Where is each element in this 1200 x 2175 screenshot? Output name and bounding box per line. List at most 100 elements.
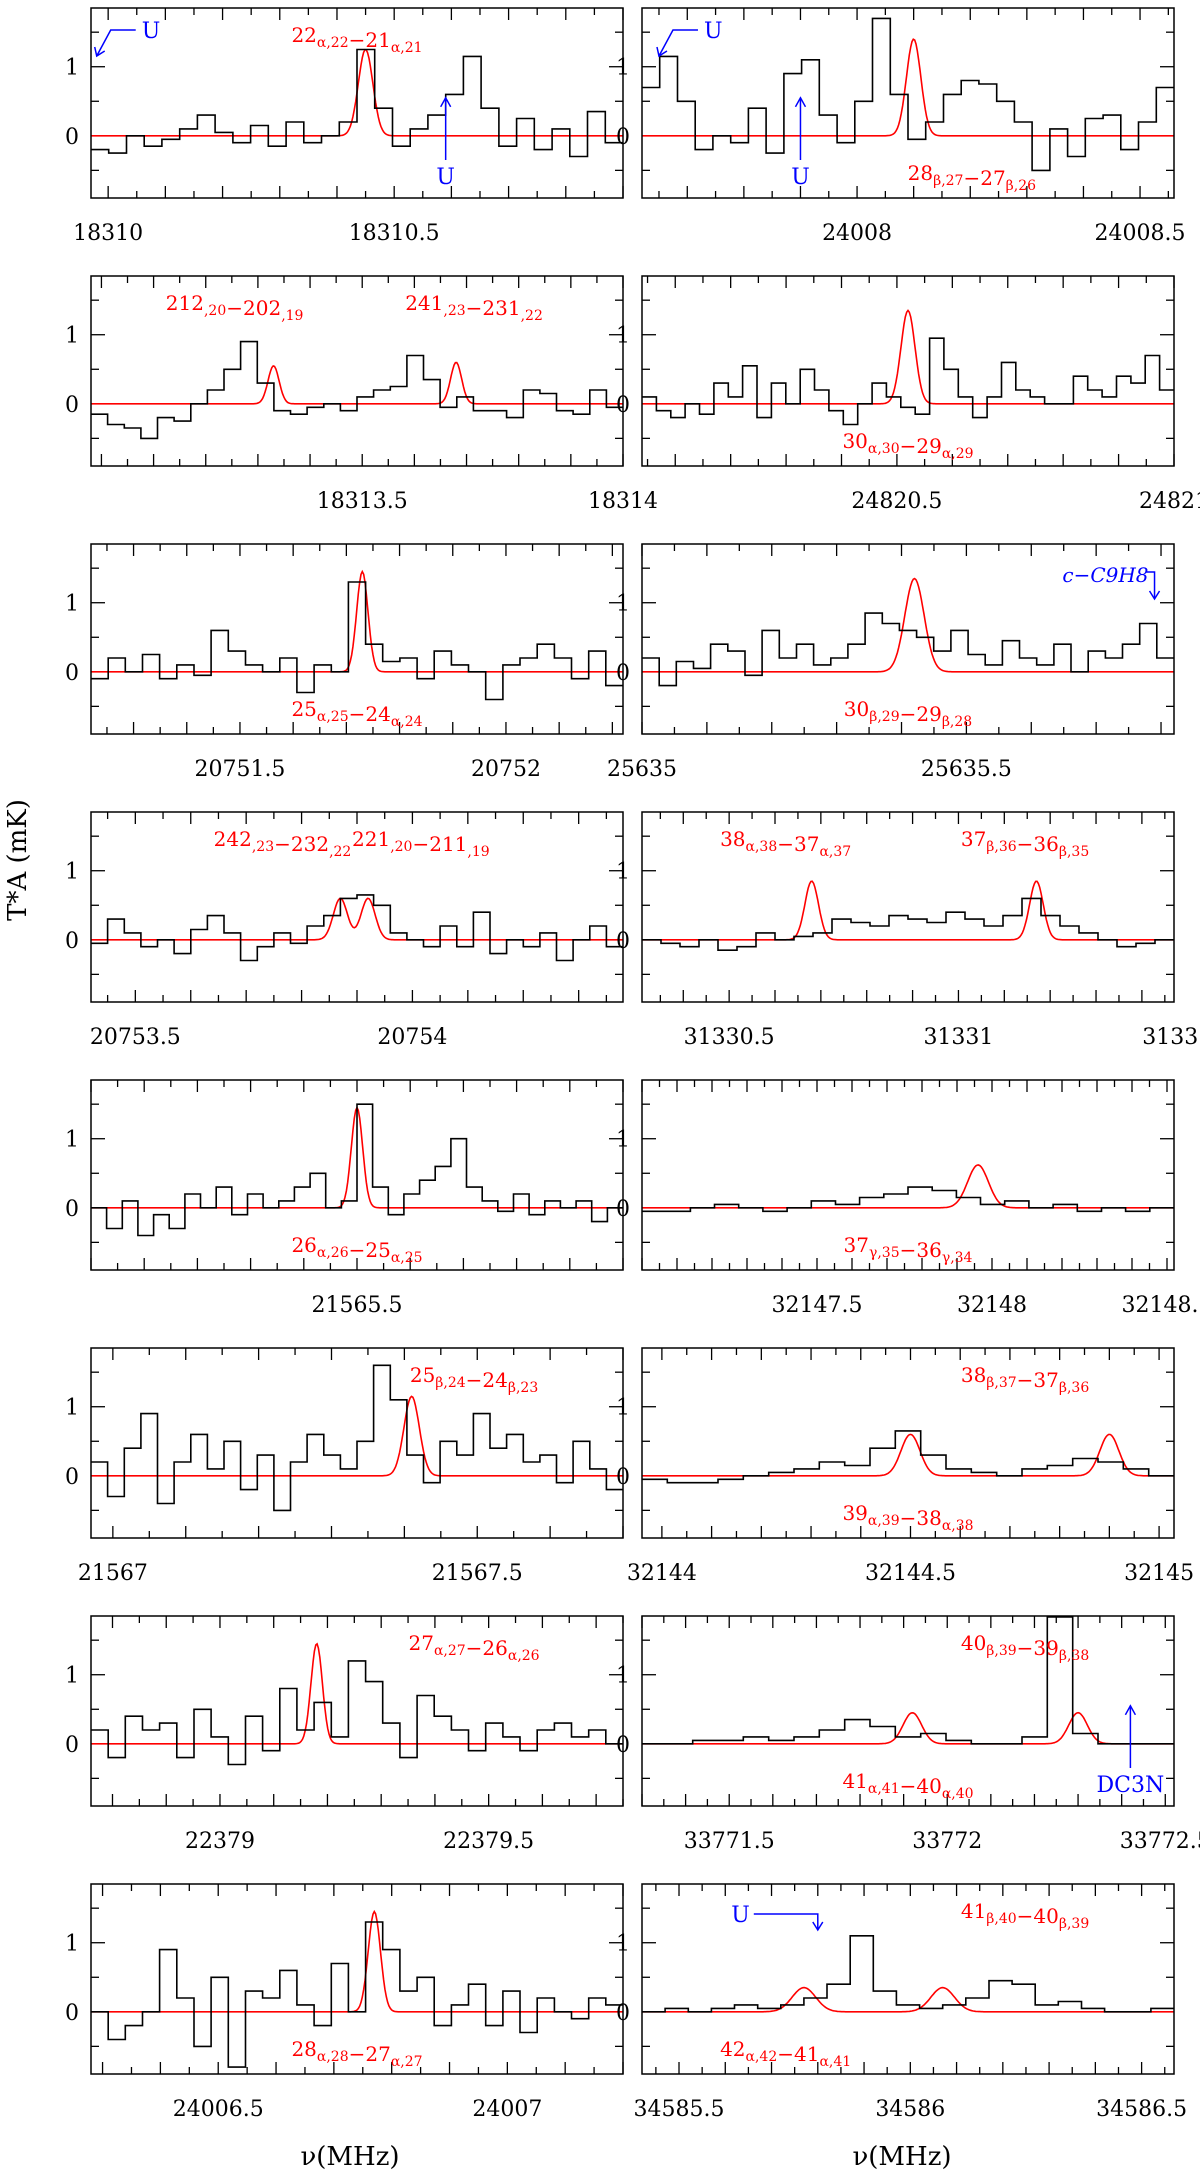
transition-label: 25α,25−24α,24 xyxy=(291,697,422,730)
x-axis-label-right: ν(MHz) xyxy=(852,2142,951,2172)
model-curve xyxy=(642,577,1174,673)
panel-13: 0 1 22379 22379.5 27α,27−26α,26 xyxy=(65,1615,624,1854)
y-tick-label: 0 xyxy=(616,1465,630,1490)
y-tick-label: 0 xyxy=(616,125,630,150)
transition-label: 41α,41−40α,40 xyxy=(842,1769,973,1802)
annotation-arrow xyxy=(658,29,698,57)
x-tick-label: 32144 xyxy=(627,1561,697,1586)
model-curve xyxy=(642,1986,1174,2013)
x-tick-label: 32145 xyxy=(1124,1561,1194,1586)
y-tick-label: 1 xyxy=(65,860,79,885)
y-tick-label: 0 xyxy=(616,2001,630,2026)
y-tick-label: 0 xyxy=(65,1733,79,1758)
spectrum-histogram xyxy=(91,1921,623,2068)
y-tick-label: 0 xyxy=(65,929,79,954)
panel-frame xyxy=(641,1883,1175,2075)
transition-label: 38β,37−37β,36 xyxy=(961,1363,1089,1396)
x-tick-label: 33772.5 xyxy=(1120,1829,1200,1854)
x-tick-label: 24821 xyxy=(1139,489,1200,514)
panel-9: 0 1 21565.5 26α,26−25α,25 xyxy=(65,1079,624,1318)
annotation-label: c−C9H8 xyxy=(1062,563,1148,587)
y-tick-label: 1 xyxy=(65,592,79,617)
panel-frame xyxy=(641,1615,1175,1807)
panel-frame xyxy=(641,275,1175,467)
x-tick-label: 20752 xyxy=(471,757,541,782)
y-axis-label: T*A (mK) xyxy=(3,799,33,921)
x-tick-label: 22379 xyxy=(185,1829,255,1854)
transition-label: 37γ,35−36γ,34 xyxy=(844,1233,973,1266)
y-tick-label: 0 xyxy=(65,125,79,150)
x-tick-label: 32148 xyxy=(957,1293,1027,1318)
y-tick-label: 1 xyxy=(616,1932,630,1957)
panel-frame xyxy=(641,7,1175,199)
panel-frame xyxy=(90,1347,624,1539)
y-tick-label: 1 xyxy=(616,1396,630,1421)
annotation-arrow xyxy=(1146,571,1156,599)
annotation-arrow xyxy=(753,1913,819,1930)
panel-12: 0 1 32144 32144.5 32145 38β,37−37β,36 39α,39−3… xyxy=(616,1347,1194,1586)
model-curve xyxy=(642,1711,1174,1745)
panel-1: 0 1 18310 18310.5 22α,22−21α,21 U U xyxy=(65,7,624,246)
annotation-label: U xyxy=(731,1903,750,1928)
x-tick-label: 21565.5 xyxy=(312,1293,403,1318)
model-curve xyxy=(91,1395,623,1477)
x-tick-label: 24007 xyxy=(472,2097,542,2122)
spectrum-histogram xyxy=(91,1103,623,1237)
transition-label: 41β,40−40β,39 xyxy=(961,1899,1089,1932)
panel-frame xyxy=(90,811,624,1003)
y-tick-label: 0 xyxy=(616,1197,630,1222)
transition-label: 27α,27−26α,26 xyxy=(408,1631,539,1664)
y-tick-label: 0 xyxy=(616,661,630,686)
annotation-label: U xyxy=(142,19,161,44)
panel-10: 0 1 32147.5 32148 32148.5 37γ,35−36γ,34 xyxy=(616,1079,1200,1318)
y-tick-label: 0 xyxy=(65,393,79,418)
x-tick-label: 20751.5 xyxy=(194,757,285,782)
arrow-head xyxy=(812,1921,824,1932)
spectrum-histogram xyxy=(91,581,623,701)
panel-frame xyxy=(90,275,624,467)
panel-5: 0 1 20751.5 20752 25α,25−24α,24 xyxy=(65,543,624,782)
panel-14: 0 1 33771.5 33772 33772.5 40β,39−39β,38 41α,41… xyxy=(616,1615,1200,1854)
panel-16: 0 1 34585.5 34586 34586.5 41β,40−40β,39 42α,42… xyxy=(616,1883,1187,2122)
x-tick-label: 18310 xyxy=(73,221,143,246)
arrow-head xyxy=(794,96,807,108)
x-tick-label: 31331.5 xyxy=(1142,1025,1200,1050)
model-curve xyxy=(91,1642,623,1745)
transition-label: 37β,36−36β,35 xyxy=(961,827,1089,860)
x-tick-label: 18314 xyxy=(588,489,658,514)
panel-frame xyxy=(90,543,624,735)
x-tick-label: 25635 xyxy=(607,757,677,782)
x-tick-label: 34586 xyxy=(875,2097,945,2122)
panel-11: 0 1 21567 21567.5 25β,24−24β,23 xyxy=(65,1347,624,1586)
transition-label: 30β,29−29β,28 xyxy=(844,697,972,730)
panel-6: 0 1 25635 25635.5 30β,29−29β,28 c−C9H8 xyxy=(607,543,1175,782)
spectrum-histogram xyxy=(642,1935,1174,2013)
model-curve xyxy=(642,309,1174,405)
transition-label: 22α,22−21α,21 xyxy=(291,23,422,56)
panel-2: 0 1 24008 24008.5 28β,27−27β,26 U U xyxy=(616,7,1186,246)
x-tick-label: 20753.5 xyxy=(90,1025,181,1050)
spectrum-histogram xyxy=(642,17,1174,172)
panel-4: 0 1 24820.5 24821 30α,30−29α,29 xyxy=(616,275,1200,514)
y-tick-label: 1 xyxy=(65,1396,79,1421)
x-tick-label: 33771.5 xyxy=(684,1829,775,1854)
annotation-label: U xyxy=(791,165,810,190)
panel-frame xyxy=(90,1615,624,1807)
x-tick-label: 31330.5 xyxy=(684,1025,775,1050)
spectrum-histogram xyxy=(91,48,623,158)
model-curve xyxy=(642,1433,1174,1477)
model-curve xyxy=(642,880,1174,941)
x-tick-label: 24008 xyxy=(822,221,892,246)
panel-frame xyxy=(90,7,624,199)
transition-label: 221,20−211,19 xyxy=(352,827,490,860)
x-axis-label-left: ν(MHz) xyxy=(300,2142,399,2172)
panel-3: 0 1 18313.5 18314 212,20−202,19 241,23−231,22 xyxy=(65,275,658,514)
y-tick-label: 1 xyxy=(616,56,630,81)
arrow-head xyxy=(1148,590,1161,601)
x-tick-label: 33772 xyxy=(912,1829,982,1854)
annotation-label: U xyxy=(436,165,455,190)
panel-frame xyxy=(90,1079,624,1271)
x-tick-label: 21567 xyxy=(78,1561,148,1586)
transition-label: 25β,24−24β,23 xyxy=(410,1363,538,1396)
